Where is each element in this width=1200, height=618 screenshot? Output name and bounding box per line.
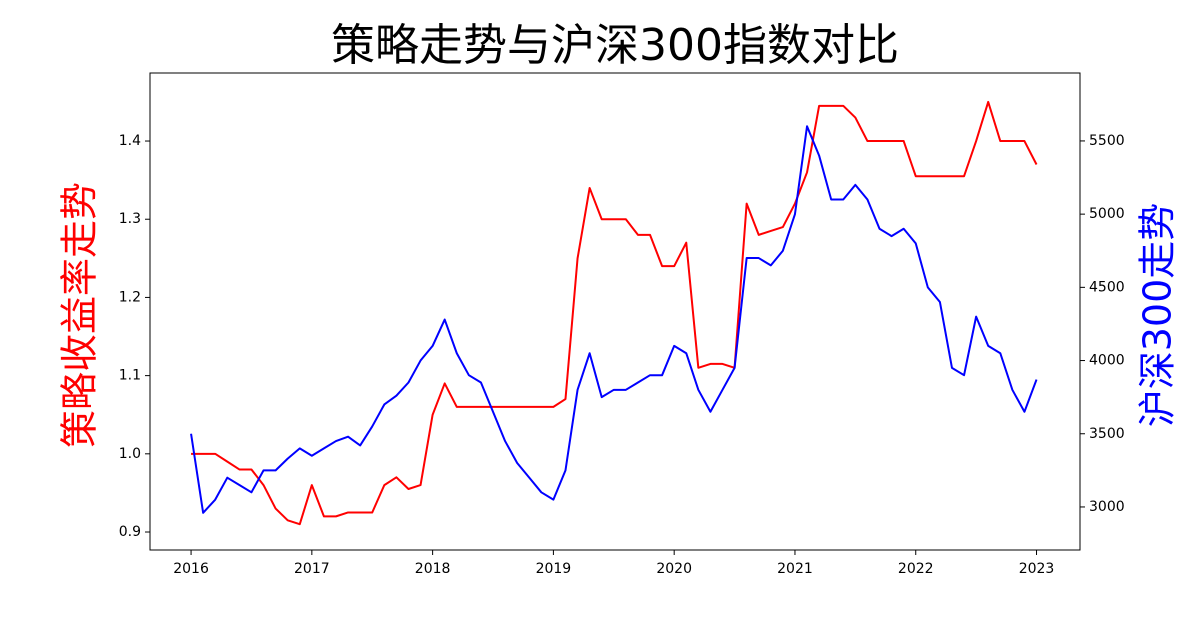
y2-tick-label: 4000 [1089, 353, 1125, 369]
y2-tick-label: 3500 [1089, 426, 1125, 442]
plot-frame [149, 72, 1081, 551]
y-tick-label: 1.0 [119, 446, 141, 462]
y2-tick-label: 4500 [1089, 279, 1125, 295]
x-tick-label: 2016 [173, 561, 209, 577]
chart-title: 策略走势与沪深300指数对比 [331, 20, 899, 71]
x-tick-label: 2023 [1019, 561, 1055, 577]
y2-tick-label: 3000 [1089, 499, 1125, 515]
y2-tick-label: 5000 [1089, 206, 1125, 222]
y-axis-label: 策略收益率走势 [58, 182, 102, 448]
y2-tick-label: 5500 [1089, 133, 1125, 149]
x-tick-label: 2018 [415, 561, 451, 577]
x-tick-label: 2019 [536, 561, 572, 577]
x-tick-label: 2021 [777, 561, 813, 577]
y2-axis-label: 沪深300走势 [1136, 203, 1180, 428]
x-tick-label: 2017 [294, 561, 330, 577]
y-tick-label: 1.3 [119, 211, 141, 227]
series-line [190, 125, 1038, 514]
y-tick-label: 1.1 [119, 368, 141, 384]
y-tick-label: 1.2 [119, 289, 141, 305]
x-tick-label: 2022 [898, 561, 934, 577]
x-tick-label: 2020 [656, 561, 692, 577]
y-tick-label: 1.4 [119, 133, 141, 149]
series-line [191, 100, 1038, 526]
y-tick-label: 0.9 [119, 524, 141, 540]
